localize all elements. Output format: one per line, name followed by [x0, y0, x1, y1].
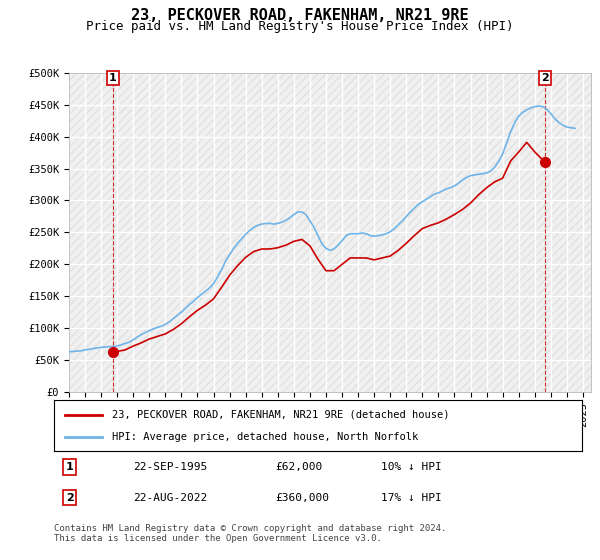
Text: HPI: Average price, detached house, North Norfolk: HPI: Average price, detached house, Nort…	[112, 432, 418, 442]
Text: 23, PECKOVER ROAD, FAKENHAM, NR21 9RE: 23, PECKOVER ROAD, FAKENHAM, NR21 9RE	[131, 8, 469, 24]
Text: £62,000: £62,000	[276, 462, 323, 472]
Text: 1: 1	[109, 73, 117, 83]
Text: £360,000: £360,000	[276, 493, 330, 503]
Text: 22-AUG-2022: 22-AUG-2022	[133, 493, 208, 503]
Text: 10% ↓ HPI: 10% ↓ HPI	[382, 462, 442, 472]
Text: 1: 1	[66, 462, 74, 472]
Text: 22-SEP-1995: 22-SEP-1995	[133, 462, 208, 472]
Text: Contains HM Land Registry data © Crown copyright and database right 2024.
This d: Contains HM Land Registry data © Crown c…	[54, 524, 446, 543]
Text: 23, PECKOVER ROAD, FAKENHAM, NR21 9RE (detached house): 23, PECKOVER ROAD, FAKENHAM, NR21 9RE (d…	[112, 409, 449, 419]
Text: 17% ↓ HPI: 17% ↓ HPI	[382, 493, 442, 503]
Text: 2: 2	[541, 73, 549, 83]
Text: 2: 2	[66, 493, 74, 503]
Text: Price paid vs. HM Land Registry's House Price Index (HPI): Price paid vs. HM Land Registry's House …	[86, 20, 514, 32]
